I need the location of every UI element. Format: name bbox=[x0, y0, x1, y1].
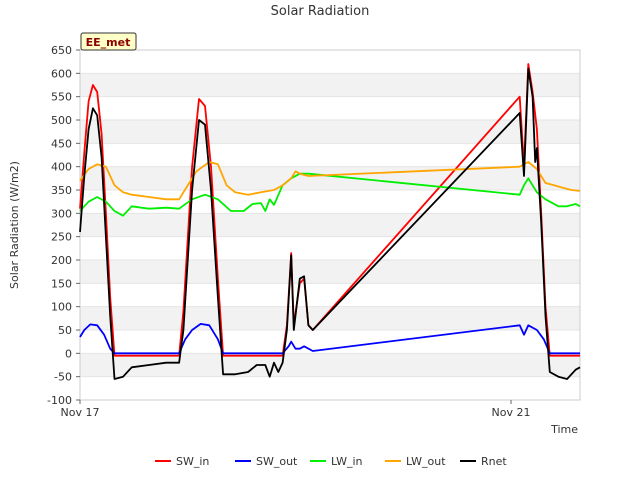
y-tick-label: 150 bbox=[51, 277, 72, 290]
y-tick-label: 600 bbox=[51, 67, 72, 80]
background-band bbox=[80, 353, 580, 377]
plot-background-bands bbox=[80, 73, 580, 377]
background-band bbox=[80, 213, 580, 237]
x-tick-label: Nov 17 bbox=[61, 406, 100, 419]
background-band bbox=[80, 260, 580, 284]
legend-label: Rnet bbox=[481, 455, 507, 468]
y-tick-label: 650 bbox=[51, 44, 72, 57]
legend-label: LW_in bbox=[331, 455, 363, 468]
station-badge-text: EE_met bbox=[86, 36, 131, 49]
y-tick-label: 550 bbox=[51, 91, 72, 104]
background-band bbox=[80, 120, 580, 144]
y-tick-label: 250 bbox=[51, 231, 72, 244]
y-axis-ticks: -100 -50 0 50 100 150 200 250 300 350 400 450 500 550… bbox=[47, 44, 80, 407]
legend-item-rnet: Rnet bbox=[460, 455, 507, 468]
series-line-rnet bbox=[79, 67, 581, 380]
y-tick-label: -100 bbox=[47, 394, 72, 407]
y-tick-label: -50 bbox=[54, 371, 72, 384]
station-badge: EE_met bbox=[80, 32, 137, 51]
y-axis-title: Solar Radiation (W/m2) bbox=[8, 161, 21, 289]
y-tick-label: 500 bbox=[51, 114, 72, 127]
series-line-sw-out bbox=[79, 323, 580, 355]
background-band bbox=[80, 166, 580, 190]
legend-label: SW_out bbox=[256, 455, 298, 468]
y-tick-label: 450 bbox=[51, 137, 72, 150]
station-badge-box bbox=[80, 32, 137, 51]
y-tick-label: 350 bbox=[51, 184, 72, 197]
legend-item-sw-out: SW_out bbox=[235, 455, 298, 468]
grid-lines bbox=[80, 49, 580, 401]
legend-item-sw-in: SW_in bbox=[155, 455, 209, 468]
legend: SW_in SW_out LW_in LW_out Rnet bbox=[155, 455, 507, 468]
chart-title: Solar Radiation bbox=[271, 4, 370, 19]
series-lines bbox=[79, 63, 581, 380]
series-line-lw-in bbox=[79, 172, 581, 217]
y-tick-label: 300 bbox=[51, 207, 72, 220]
y-tick-label: 100 bbox=[51, 301, 72, 314]
x-tick-label: Nov 21 bbox=[492, 406, 531, 419]
legend-label: SW_in bbox=[176, 455, 209, 468]
legend-item-lw-out: LW_out bbox=[385, 455, 446, 468]
y-tick-label: 200 bbox=[51, 254, 72, 267]
legend-label: LW_out bbox=[406, 455, 446, 468]
legend-item-lw-in: LW_in bbox=[310, 455, 363, 468]
y-tick-label: 0 bbox=[65, 347, 72, 360]
y-tick-label: 50 bbox=[58, 324, 72, 337]
x-axis-ticks: Nov 17 Nov 21 bbox=[61, 400, 531, 419]
x-axis-title: Time bbox=[550, 423, 578, 436]
series-line-lw-out bbox=[79, 161, 581, 201]
y-tick-label: 400 bbox=[51, 161, 72, 174]
background-band bbox=[80, 73, 580, 97]
